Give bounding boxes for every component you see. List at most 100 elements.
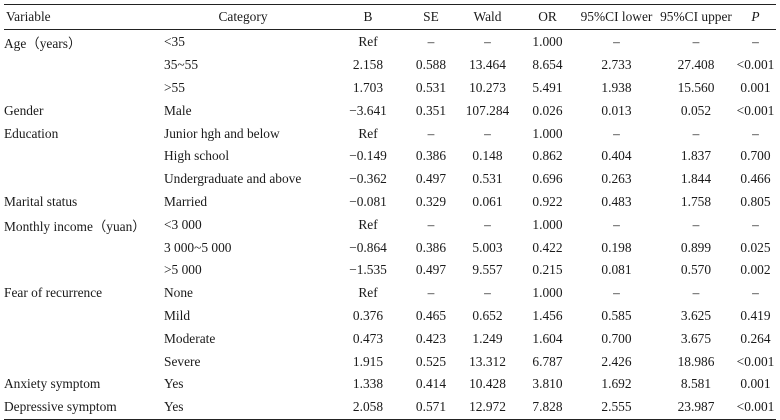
cell-category: <3 000 [164,216,202,232]
cell-ci-lower: 2.555 [601,399,632,415]
cell-se: 0.386 [415,239,447,255]
cell-or: 1.604 [532,330,563,346]
cell-wald: 9.557 [472,262,503,278]
cell-p: 0.264 [740,330,771,346]
cell-or: 0.422 [532,239,563,255]
cell-wald: – [484,285,491,301]
table-row: Age（years） <35 Ref – – 1.000 – – – [4,30,776,54]
header-category: Category [218,9,268,24]
cell-wald: 0.652 [472,307,503,323]
cell-wald: 0.531 [472,171,503,187]
cell-wald: 1.249 [472,330,503,346]
table-row: High school −0.149 0.386 0.148 0.862 0.404 1.8… [4,145,776,168]
cell-ci-lower: 2.733 [601,57,632,73]
cell-ci-upper: 27.408 [677,57,715,73]
cell-se: – [427,216,435,232]
cell-ci-lower: 1.938 [601,79,632,95]
cell-ci-upper: 8.581 [680,376,712,392]
cell-or: 1.000 [532,285,563,301]
cell-variable [4,305,156,328]
cell-wald: 0.148 [472,148,503,164]
cell-se: – [427,125,435,141]
cell-variable [4,259,156,282]
cell-variable: Marital status [4,193,78,209]
cell-p: – [752,285,759,301]
cell-b: 2.058 [352,399,384,415]
cell-wald: 10.273 [469,79,506,95]
header-ci-lower: 95%CI lower [580,9,653,24]
cell-or: 1.000 [532,34,563,50]
cell-variable: Education [4,125,59,141]
cell-or: 1.456 [532,307,563,323]
table-row: 35~55 2.158 0.588 13.464 8.654 2.733 27.408 <0.… [4,54,776,77]
cell-ci-lower: – [613,285,620,301]
cell-se: 0.497 [415,171,447,187]
cell-se: 0.525 [415,353,447,369]
cell-ci-lower: 0.198 [601,239,632,255]
cell-p: <0.001 [736,399,775,415]
cell-se: 0.414 [415,376,447,392]
cell-b: −0.864 [349,239,387,255]
cell-p: – [752,125,759,141]
cell-category: Undergraduate and above [164,171,302,187]
cell-b: 2.158 [352,57,384,73]
cell-variable: Age（years） [4,36,82,52]
cell-or: 6.787 [532,353,563,369]
cell-category: >5 000 [164,262,202,278]
table-row: Monthly income（yuan） <3 000 Ref – – 1.000 – – – [4,213,776,236]
cell-ci-upper: 1.837 [680,148,712,164]
cell-or: 1.000 [532,216,563,232]
cell-b: −0.362 [349,171,387,187]
cell-ci-lower: – [613,125,620,141]
cell-ci-upper: 3.625 [680,307,712,323]
header-wald: Wald [473,9,502,24]
cell-or: 1.000 [532,125,563,141]
cell-or: 7.828 [532,399,563,415]
cell-wald: – [484,125,491,141]
cell-or: 0.922 [532,193,563,209]
cell-variable [4,145,156,168]
table-row: 3 000~5 000 −0.864 0.386 5.003 0.422 0.198 0.8… [4,236,776,259]
cell-se: 0.423 [415,330,447,346]
cell-p: 0.001 [740,79,771,95]
table-header: Variable Category B SE Wald OR 95%CI low… [4,4,776,30]
cell-wald: 13.312 [469,353,506,369]
cell-wald: 107.284 [465,102,510,118]
header-b: B [363,9,373,24]
cell-ci-lower: – [613,34,620,50]
cell-wald: 10.428 [469,376,506,392]
cell-ci-upper: 0.899 [680,239,712,255]
cell-p: <0.001 [736,57,775,73]
logistic-regression-table: Variable Category B SE Wald OR 95%CI low… [4,4,776,420]
table-row: Undergraduate and above −0.362 0.497 0.531 0… [4,168,776,191]
cell-ci-upper: – [692,34,700,50]
cell-b: Ref [358,285,378,301]
cell-ci-lower: 0.013 [601,102,632,118]
cell-b: 1.338 [352,376,384,392]
cell-ci-upper: 1.844 [680,171,712,187]
table-row: Education Junior hgh and below Ref – – 1.000 –… [4,122,776,145]
header-p: P [751,9,760,24]
cell-or: 0.862 [532,148,563,164]
table-body: Age（years） <35 Ref – – 1.000 – – – 35~55 2.158 0.58… [4,30,776,420]
table-row: >55 1.703 0.531 10.273 5.491 1.938 15.560 0.001 [4,77,776,100]
cell-category: >55 [164,79,185,95]
cell-ci-lower: 1.692 [601,376,632,392]
cell-ci-upper: 3.675 [680,330,712,346]
cell-variable [4,236,156,259]
cell-p: 0.002 [740,262,771,278]
header-row: Variable Category B SE Wald OR 95%CI low… [4,4,776,30]
cell-p: – [752,34,759,50]
cell-ci-upper: 1.758 [680,193,712,209]
cell-or: 0.215 [532,262,563,278]
cell-b: Ref [358,34,378,50]
table-row: Mild 0.376 0.465 0.652 1.456 0.585 3.625 0.419 [4,305,776,328]
cell-category: Moderate [164,330,216,346]
cell-category: Severe [164,353,201,369]
cell-category: Male [164,102,192,118]
cell-category: Junior hgh and below [164,125,280,141]
cell-category: None [164,285,194,301]
cell-variable [4,54,156,77]
table-row: Anxiety symptom Yes 1.338 0.414 10.428 3.810 1… [4,373,776,396]
cell-b: Ref [358,216,378,232]
